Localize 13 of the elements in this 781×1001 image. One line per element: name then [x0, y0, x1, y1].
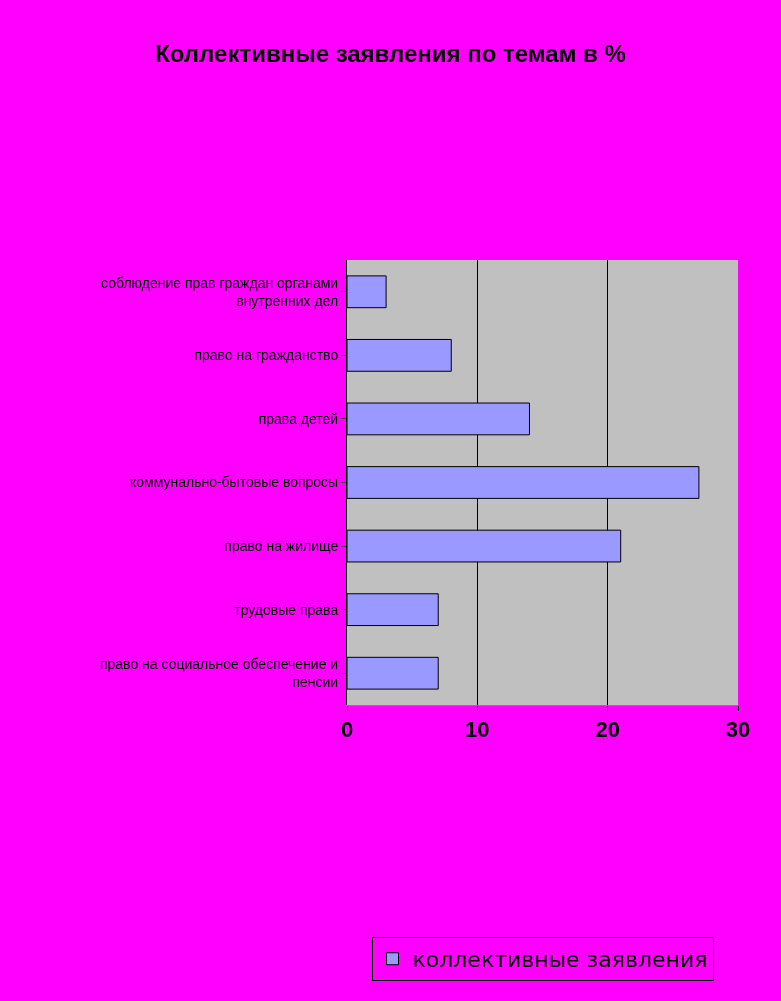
- x-tick-label: 20: [595, 717, 620, 743]
- y-tick-label: право на жилище: [224, 537, 339, 554]
- y-tick-label: права детей: [258, 410, 339, 427]
- y-tick-label: соблюдение прав граждан органами внутренних дел: [101, 274, 339, 309]
- x-tick-label: 0: [340, 717, 354, 743]
- y-tick-label: право на гражданство: [194, 347, 339, 364]
- y-tick-label: право на социальное обеспечение и пенсии: [99, 656, 339, 691]
- chart-title: Коллективные заявления по темам в %: [155, 39, 626, 67]
- y-tick-label: коммунально-бытовые вопросы: [129, 474, 339, 491]
- x-tick-label: 10: [465, 717, 490, 743]
- legend-label: коллективные заявления: [412, 947, 708, 973]
- y-tick-label: трудовые права: [234, 601, 339, 618]
- x-tick-label: 30: [725, 717, 751, 743]
